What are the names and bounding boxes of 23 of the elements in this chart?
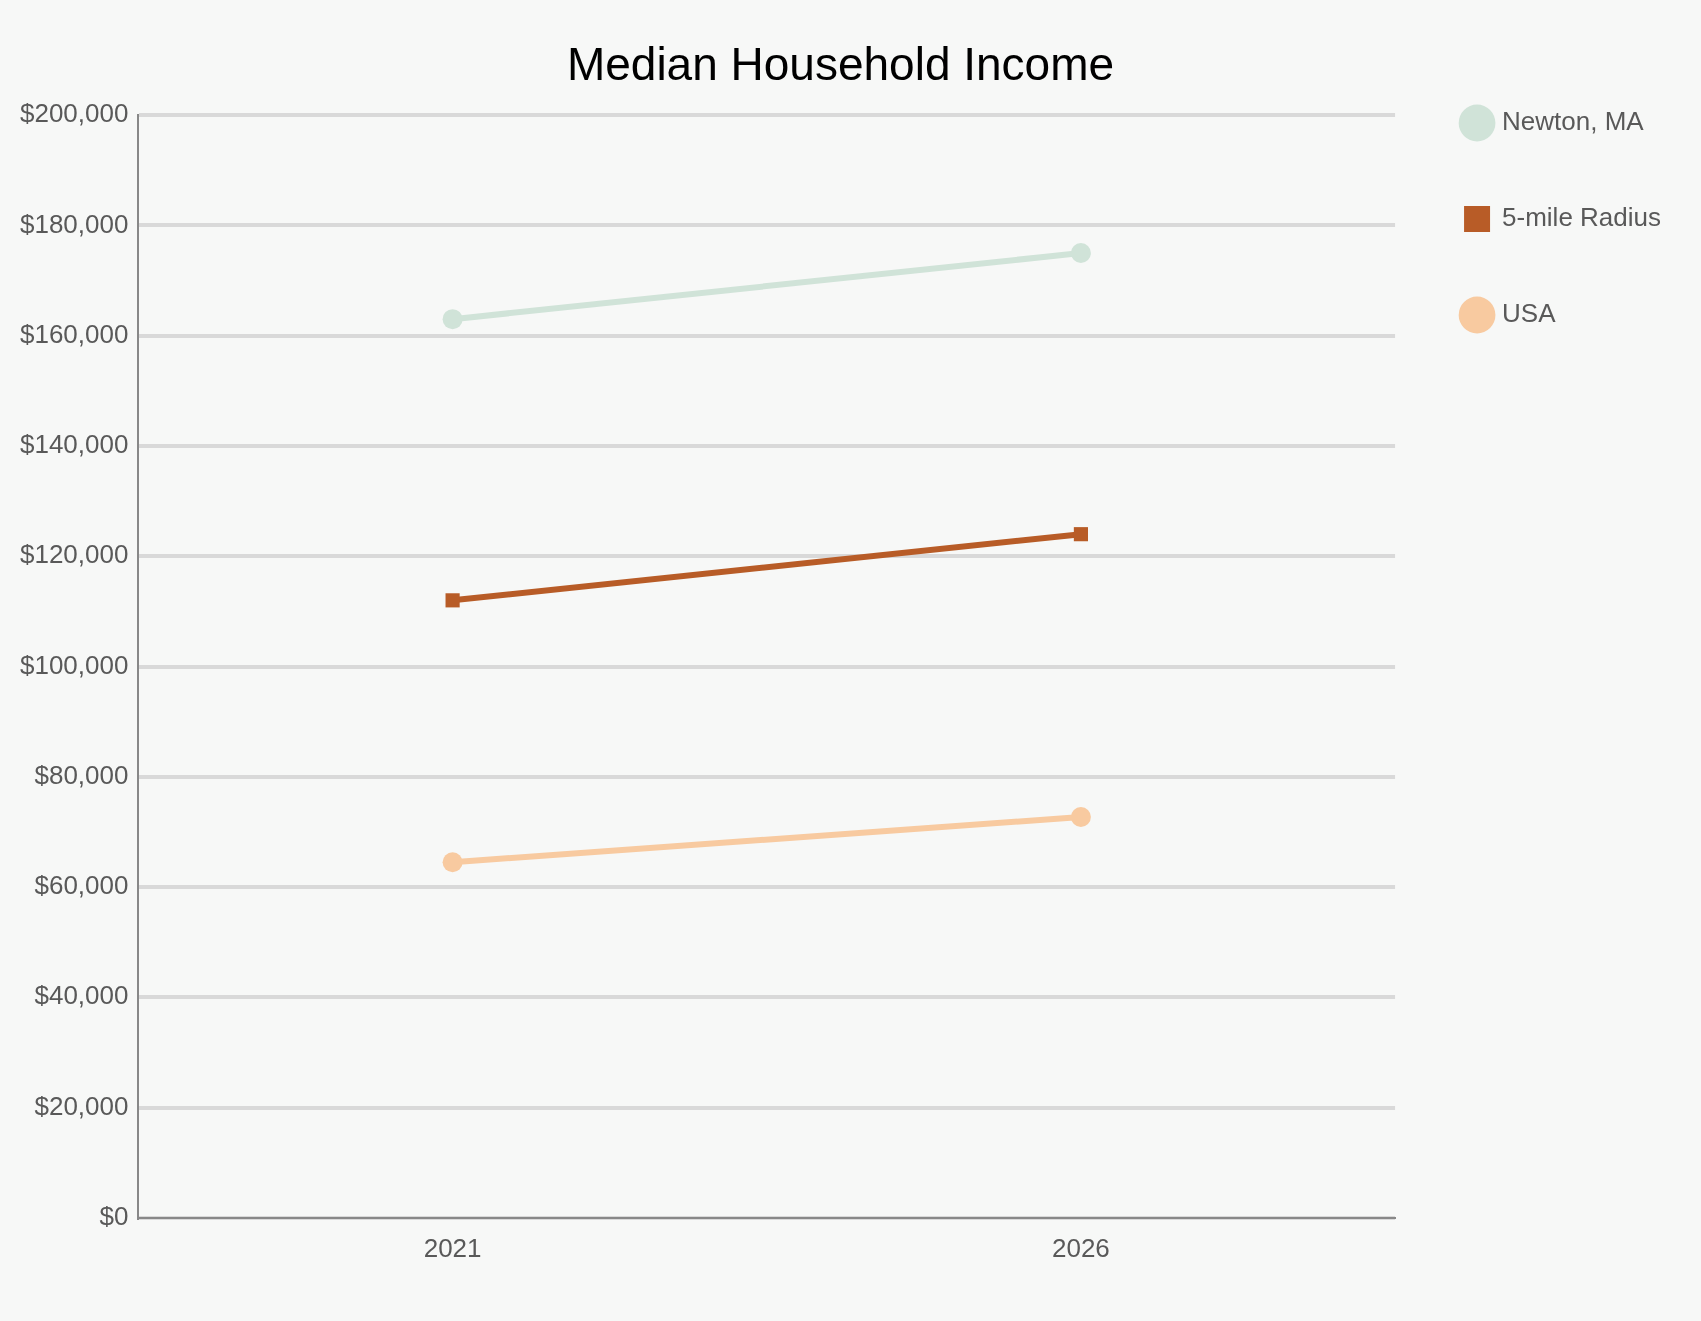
y-tick-label: $0 [99, 1200, 129, 1231]
legend-label: Newton, MA [1502, 106, 1645, 137]
y-tick-label: $120,000 [19, 539, 129, 570]
point [442, 309, 463, 330]
y-tick-label: $140,000 [19, 429, 129, 460]
point [442, 852, 463, 873]
point [1070, 807, 1091, 828]
y-tick-label: $40,000 [34, 980, 129, 1011]
point [1073, 527, 1088, 542]
y-tick-label: $100,000 [19, 649, 129, 680]
y-tick-label: $60,000 [34, 870, 129, 901]
y-tick-label: $200,000 [19, 98, 129, 129]
point [445, 593, 460, 608]
y-tick-label: $160,000 [19, 318, 129, 349]
chart-title: Median Household Income [566, 38, 1115, 91]
y-tick-label: $180,000 [19, 208, 129, 239]
legend-label: USA [1502, 298, 1557, 329]
x-tick-label: 2021 [423, 1232, 482, 1263]
point [1070, 243, 1091, 264]
legend-label: 5-mile Radius [1502, 202, 1662, 233]
x-tick-label: 2026 [1051, 1232, 1110, 1263]
y-tick-label: $80,000 [34, 759, 129, 790]
y-tick-label: $20,000 [34, 1090, 129, 1121]
